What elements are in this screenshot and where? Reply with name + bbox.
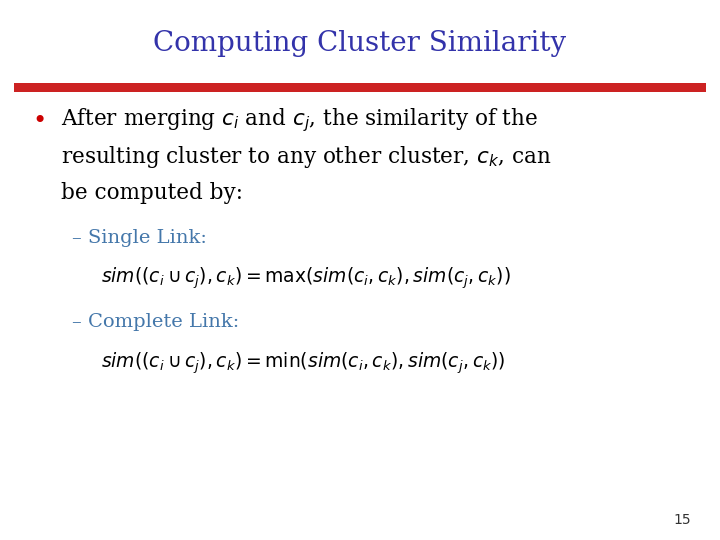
- Text: – Single Link:: – Single Link:: [72, 228, 207, 247]
- Text: be computed by:: be computed by:: [61, 183, 243, 204]
- Text: •: •: [32, 110, 47, 133]
- Text: resulting cluster to any other cluster, $c_k$, can: resulting cluster to any other cluster, …: [61, 144, 552, 170]
- Text: 15: 15: [674, 512, 691, 526]
- Text: $sim((c_i \cup c_j), c_k) = \mathrm{max}(sim(c_i, c_k), sim(c_j, c_k))$: $sim((c_i \cup c_j), c_k) = \mathrm{max}…: [101, 265, 510, 291]
- Text: Computing Cluster Similarity: Computing Cluster Similarity: [153, 30, 567, 57]
- FancyBboxPatch shape: [14, 83, 706, 92]
- Text: $sim((c_i \cup c_j), c_k) = \mathrm{min}(sim(c_i, c_k), sim(c_j, c_k))$: $sim((c_i \cup c_j), c_k) = \mathrm{min}…: [101, 350, 505, 376]
- Text: After merging $c_i$ and $c_j$, the similarity of the: After merging $c_i$ and $c_j$, the simil…: [61, 106, 539, 134]
- Text: – Complete Link:: – Complete Link:: [72, 313, 239, 332]
